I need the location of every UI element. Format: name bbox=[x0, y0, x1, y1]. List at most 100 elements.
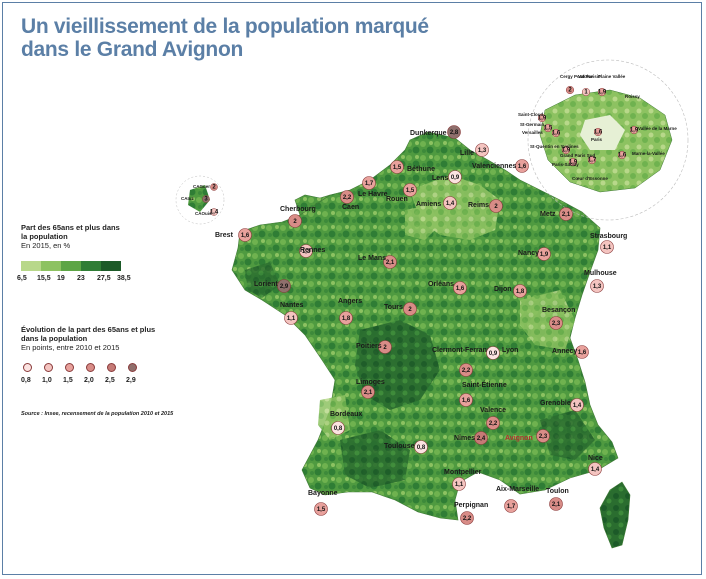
legend-share-class-2 bbox=[61, 261, 81, 271]
city-circle bbox=[314, 502, 328, 516]
inset-paris-marker: 1 Val Parisis bbox=[578, 74, 601, 97]
legend-evolution-label: 0,8 bbox=[21, 377, 31, 384]
city-label: Béthune bbox=[407, 166, 435, 173]
city-label: Lens bbox=[432, 175, 448, 182]
city-marker: 1,8 Dijon bbox=[494, 284, 527, 298]
legend-evolution-circle bbox=[65, 363, 74, 372]
inset-west-value: 2 bbox=[212, 185, 216, 191]
city-marker: 0,9 Lyon bbox=[486, 346, 518, 360]
inset-paris-value: 1,9 bbox=[562, 148, 571, 154]
legend-evolution-circle bbox=[86, 363, 95, 372]
city-label: Orléans bbox=[428, 281, 454, 288]
city-marker: 2,2 Caen bbox=[340, 190, 359, 211]
inset-paris-value: 2 bbox=[568, 88, 572, 94]
city-label: Bordeaux bbox=[330, 411, 362, 418]
inset-paris-value: 1,9 bbox=[569, 160, 578, 166]
inset-paris-label: Val Parisis bbox=[578, 74, 601, 79]
inset-paris-label: Paris bbox=[591, 137, 603, 142]
inset-paris-label: Paris-Saclay bbox=[552, 162, 579, 167]
city-marker: 1,3 Mulhouse bbox=[584, 270, 617, 293]
city-circle bbox=[475, 143, 489, 157]
city-marker: 1,1 Nantes bbox=[280, 302, 303, 325]
city-label: Strasbourg bbox=[590, 233, 627, 240]
legend-share-tick: 38,5 bbox=[117, 275, 131, 282]
legend-evolution: Évolution de la part des 65ans et plus d… bbox=[21, 325, 181, 352]
city-label: Nice bbox=[588, 455, 603, 462]
city-circle bbox=[559, 207, 573, 221]
city-circle bbox=[443, 196, 457, 210]
city-marker: 1,3 Lille bbox=[460, 143, 489, 157]
city-circle bbox=[570, 398, 584, 412]
city-value: 1,5 bbox=[317, 507, 326, 513]
city-marker: 1,6 Brest bbox=[215, 228, 252, 242]
city-circle bbox=[361, 385, 375, 399]
inset-west-value: 1,4 bbox=[210, 210, 219, 216]
inset-west-land bbox=[188, 185, 210, 212]
inset-paris-value: 1,7 bbox=[588, 158, 597, 164]
city-value: 2,4 bbox=[477, 436, 486, 442]
legend-evolution-label: 1,0 bbox=[42, 377, 52, 384]
city-circle bbox=[459, 363, 473, 377]
city-value: 2,3 bbox=[552, 321, 561, 327]
inset-paris-marker: 1,6 Marne-la-Vallée bbox=[618, 150, 665, 160]
inset-paris-marker: 1,5St-Germain bbox=[520, 122, 553, 133]
inset-paris-circle bbox=[597, 87, 607, 97]
inset-paris-circle bbox=[565, 85, 575, 95]
inset-paris-value: 1,6 bbox=[594, 130, 603, 136]
inset-paris-marker: Roissy bbox=[625, 94, 640, 99]
city-circle bbox=[447, 125, 461, 139]
inset-west-label: CAOuis bbox=[195, 211, 212, 216]
page-title: Un vieillissement de la population marqu… bbox=[21, 15, 541, 61]
inset-paris-label: Roissy bbox=[625, 94, 640, 99]
city-circle bbox=[459, 393, 473, 407]
legend-share-class-3 bbox=[81, 261, 101, 271]
inset-paris-label: St-Quentin en Yvelines bbox=[530, 144, 579, 149]
city-marker: 2 Reims bbox=[468, 199, 503, 213]
city-value: 1,5 bbox=[393, 165, 402, 171]
city-value: 2,1 bbox=[562, 212, 571, 218]
city-marker: 2,2 Clermont-Ferrand bbox=[432, 347, 491, 377]
source-note: Source : Insee, recensement de la popula… bbox=[21, 411, 174, 417]
city-value: 1,6 bbox=[456, 286, 465, 292]
inset-west-ring bbox=[175, 175, 225, 225]
city-label: Angers bbox=[338, 298, 362, 305]
inset-paris-label: Marne-la-Vallée bbox=[632, 151, 665, 156]
city-label: Le Mans bbox=[358, 255, 386, 262]
city-circle bbox=[549, 497, 563, 511]
inset-paris-label: Versailles bbox=[522, 130, 543, 135]
city-marker: 1,4 Amiens bbox=[416, 196, 457, 210]
city-marker: 1,5 Bayonne bbox=[308, 490, 338, 516]
city-marker: 2,1Le Mans bbox=[358, 255, 397, 269]
dark-region-brittany bbox=[245, 262, 280, 298]
corsica bbox=[599, 481, 631, 549]
city-circle bbox=[403, 183, 417, 197]
legend-share-heading-2: la population bbox=[21, 232, 68, 241]
inset-paris-circle bbox=[543, 123, 553, 133]
city-circle bbox=[383, 255, 397, 269]
city-label: Mulhouse bbox=[584, 270, 617, 277]
city-label: Brest bbox=[215, 232, 234, 239]
inset-west-value: 3 bbox=[204, 197, 208, 203]
city-circle bbox=[460, 511, 474, 525]
city-value: 2,2 bbox=[462, 368, 471, 374]
city-circle bbox=[537, 247, 551, 261]
city-value: 1,1 bbox=[287, 316, 296, 322]
dark-region-southeast bbox=[540, 410, 595, 460]
light-region-east bbox=[520, 290, 575, 350]
city-value: 1,6 bbox=[518, 164, 527, 170]
city-circle bbox=[513, 284, 527, 298]
light-region-paris bbox=[405, 205, 440, 240]
city-marker: 1,4 Nice bbox=[588, 455, 603, 476]
city-circle bbox=[390, 160, 404, 174]
city-circle bbox=[536, 429, 550, 443]
city-circle bbox=[590, 279, 604, 293]
city-marker: 1,7 Le Havre bbox=[358, 176, 388, 198]
inset-paris-label: Saint-Cloud bbox=[518, 112, 543, 117]
